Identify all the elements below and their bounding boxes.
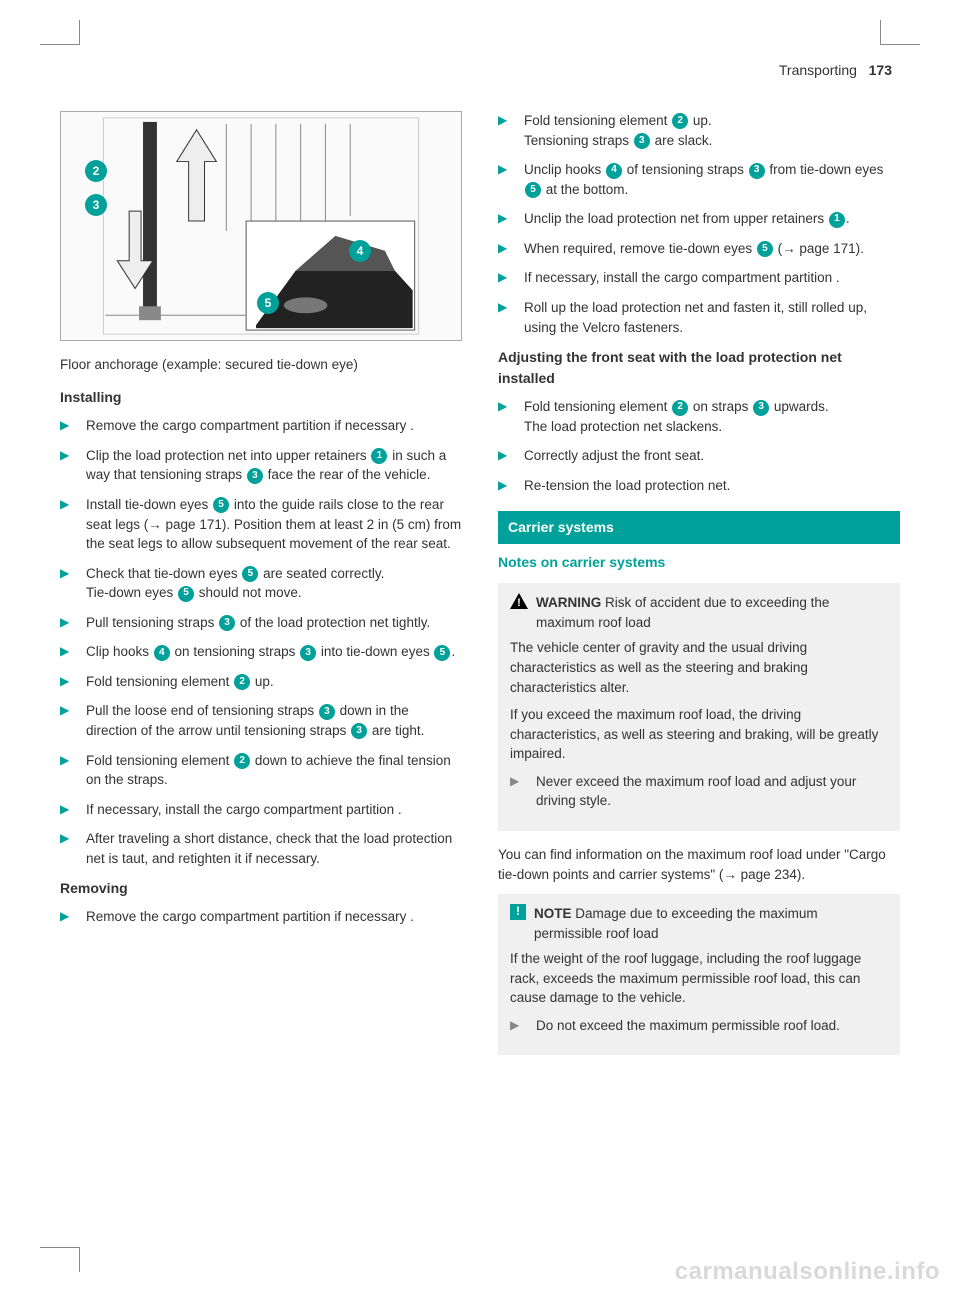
page-number: 173: [869, 62, 892, 78]
figure-badge: 3: [85, 194, 107, 216]
list-item: Install tie-down eyes 5 into the guide r…: [60, 495, 462, 554]
crop-mark: [40, 1247, 80, 1272]
list-item: Pull the loose end of tensioning straps …: [60, 701, 462, 740]
list-item: Pull tensioning straps 3 of the load pro…: [60, 613, 462, 633]
installing-heading: Installing: [60, 387, 462, 408]
after-warning-text: You can find information on the maximum …: [498, 845, 900, 884]
crop-mark: [880, 20, 920, 45]
list-item: Fold tensioning element 2 down to achiev…: [60, 751, 462, 790]
section-title: Transporting: [779, 62, 857, 78]
removing-steps: Remove the cargo compartment partition i…: [60, 907, 462, 927]
note-box: ! NOTE Damage due to exceeding the maxim…: [498, 894, 900, 1055]
list-item: Fold tensioning element 2 up.Tensioning …: [498, 111, 900, 150]
list-item: Roll up the load protection net and fast…: [498, 298, 900, 337]
note-p1: If the weight of the roof luggage, inclu…: [510, 949, 888, 1008]
list-item: Fold tensioning element 2 on straps 3 up…: [498, 397, 900, 436]
list-item: Clip the load protection net into upper …: [60, 446, 462, 485]
figure-caption: Floor anchorage (example: secured tie-do…: [60, 355, 462, 375]
figure-badge: 2: [85, 160, 107, 182]
figure-badge: 5: [257, 292, 279, 314]
left-column: 2 3 4 5 Floor anchorage (example: secured t…: [60, 111, 462, 1069]
list-item: Remove the cargo compartment partition i…: [60, 907, 462, 927]
list-item: If necessary, install the cargo compartm…: [498, 268, 900, 288]
content-columns: 2 3 4 5 Floor anchorage (example: secured t…: [60, 111, 900, 1069]
list-item: Fold tensioning element 2 up.: [60, 672, 462, 692]
warning-p1: The vehicle center of gravity and the us…: [510, 638, 888, 697]
list-item: Check that tie-down eyes 5 are seated co…: [60, 564, 462, 603]
list-item: Do not exceed the maximum permissible ro…: [510, 1016, 888, 1036]
warning-box: ! WARNING Risk of accident due to exceed…: [498, 583, 900, 831]
removing-cont-steps: Fold tensioning element 2 up.Tensioning …: [498, 111, 900, 337]
list-item: After traveling a short distance, check …: [60, 829, 462, 868]
list-item: Unclip hooks 4 of tensioning straps 3 fr…: [498, 160, 900, 199]
list-item: Clip hooks 4 on tensioning straps 3 into…: [60, 642, 462, 662]
figure-floor-anchorage: 2 3 4 5: [60, 111, 462, 341]
page-header: Transporting 173: [60, 60, 900, 81]
carrier-systems-subhead: Notes on carrier systems: [498, 552, 900, 573]
crop-mark: [40, 20, 80, 45]
list-item: When required, remove tie-down eyes 5 (→…: [498, 239, 900, 259]
warning-bullet: Never exceed the maximum roof load and a…: [510, 772, 888, 811]
adjusting-steps: Fold tensioning element 2 on straps 3 up…: [498, 397, 900, 495]
svg-text:!: !: [517, 597, 521, 609]
warning-p2: If you exceed the maximum roof load, the…: [510, 705, 888, 764]
figure-badge: 4: [349, 240, 371, 262]
removing-heading: Removing: [60, 878, 462, 899]
right-column: Fold tensioning element 2 up.Tensioning …: [498, 111, 900, 1069]
watermark: carmanualsonline.info: [675, 1254, 940, 1290]
note-title: NOTE Damage due to exceeding the maximum…: [534, 904, 888, 943]
note-icon: !: [510, 904, 526, 920]
list-item: Never exceed the maximum roof load and a…: [510, 772, 888, 811]
list-item: Correctly adjust the front seat.: [498, 446, 900, 466]
adjusting-heading: Adjusting the front seat with the load p…: [498, 347, 900, 389]
warning-icon: !: [510, 593, 528, 609]
warning-title: WARNING Risk of accident due to exceedin…: [536, 593, 888, 632]
list-item: Remove the cargo compartment partition i…: [60, 416, 462, 436]
installing-steps: Remove the cargo compartment partition i…: [60, 416, 462, 868]
list-item: Re-tension the load protection net.: [498, 476, 900, 496]
list-item: Unclip the load protection net from uppe…: [498, 209, 900, 229]
carrier-systems-bar: Carrier systems: [498, 511, 900, 544]
note-bullet: Do not exceed the maximum permissible ro…: [510, 1016, 888, 1036]
list-item: If necessary, install the cargo compartm…: [60, 800, 462, 820]
